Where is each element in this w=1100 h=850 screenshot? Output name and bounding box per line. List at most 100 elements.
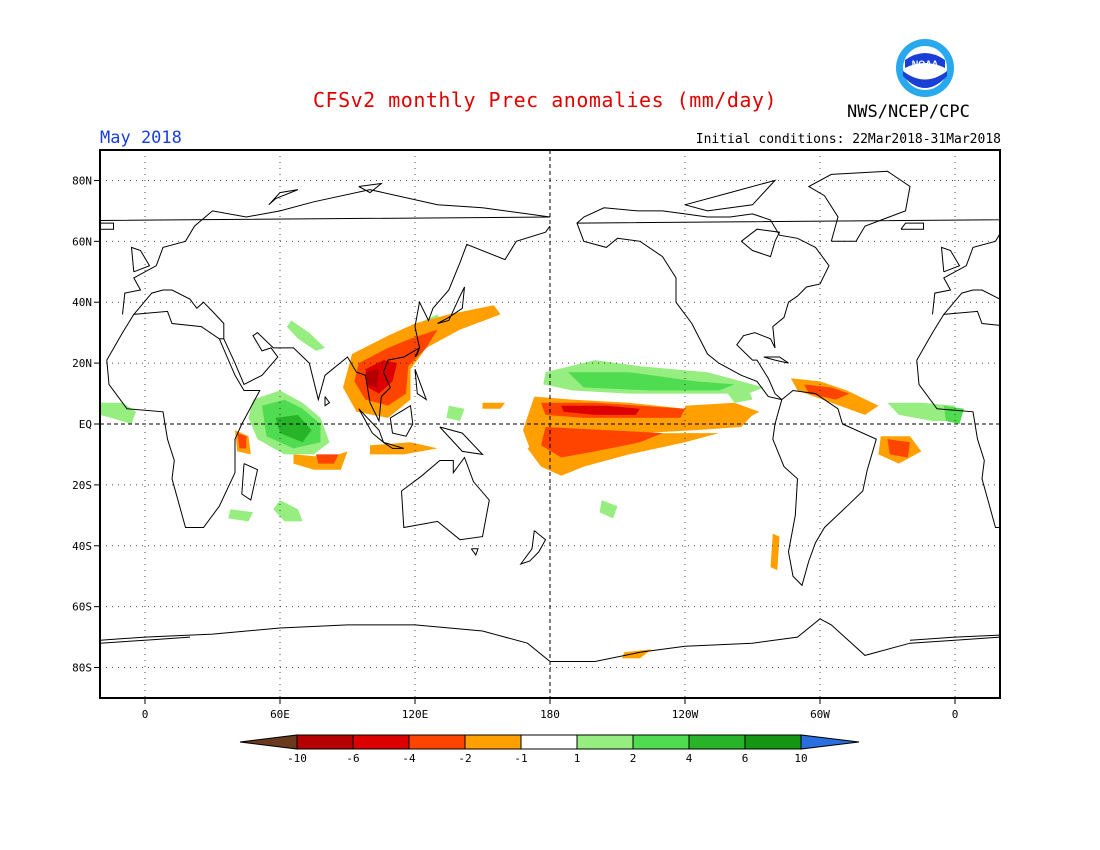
- anomaly-region: [685, 402, 760, 418]
- initial-conditions-label: Initial conditions: 22Mar2018-31Mar2018: [695, 132, 1001, 147]
- legend-label: 4: [686, 752, 693, 765]
- anomaly-region: [561, 405, 640, 415]
- coastline: [519, 530, 547, 565]
- anomaly-region: [622, 649, 652, 659]
- coastline: [684, 179, 777, 212]
- anomaly-region: [237, 433, 247, 449]
- legend-label: -2: [458, 752, 471, 765]
- coastline: [740, 228, 781, 258]
- anomaly-region: [887, 439, 910, 458]
- legend-label: -6: [346, 752, 359, 765]
- anomaly-region: [568, 372, 735, 391]
- anomaly-region: [286, 320, 325, 351]
- legend-label: -4: [402, 752, 416, 765]
- lon-tick-label: 0: [952, 708, 959, 721]
- legend-swatch: [688, 734, 746, 750]
- coastline: [100, 636, 191, 644]
- coastline: [470, 548, 479, 556]
- coastline: [943, 289, 1000, 315]
- coastline: [133, 225, 551, 423]
- lat-tick-label: 20S: [72, 479, 92, 492]
- anomaly-region: [100, 402, 136, 424]
- lat-tick-label: 20N: [72, 357, 92, 370]
- coastline: [241, 463, 259, 501]
- anomaly-region: [275, 414, 312, 443]
- coastline: [324, 396, 331, 407]
- legend-swatch: [296, 734, 354, 750]
- legend-label: 2: [630, 752, 637, 765]
- lat-tick-label: 40N: [72, 296, 92, 309]
- anomaly-region: [725, 387, 753, 403]
- lat-tick-label: EQ: [79, 418, 92, 431]
- coastline: [122, 189, 551, 315]
- coastline: [389, 404, 414, 437]
- coastline: [100, 222, 114, 230]
- coastline: [439, 426, 484, 456]
- coastlines: [100, 170, 1000, 662]
- legend-arrow-right: [800, 734, 860, 750]
- anomaly-region: [482, 402, 505, 409]
- lon-tick-label: 0: [142, 708, 149, 721]
- coastline: [900, 222, 924, 230]
- anomaly-region: [804, 384, 850, 400]
- lat-tick-label: 40S: [72, 540, 92, 553]
- lon-tick-label: 120E: [402, 708, 429, 721]
- legend-swatch: [408, 734, 466, 750]
- anomaly-region: [943, 405, 964, 424]
- coastline: [130, 246, 151, 273]
- longitude-labels: 0 60E 120E 180 120W 60W 0: [142, 698, 959, 721]
- coastline: [358, 182, 384, 194]
- forecast-month-label: May 2018: [100, 128, 182, 148]
- anomaly-region: [770, 533, 780, 571]
- noaa-logo-icon: NOAA: [896, 39, 954, 97]
- legend-label: 1: [574, 752, 581, 765]
- agency-label: NWS/NCEP/CPC: [847, 102, 970, 122]
- legend-label: 6: [742, 752, 749, 765]
- coastline: [268, 189, 299, 206]
- anomaly-region: [887, 402, 955, 421]
- anomaly-region: [365, 369, 379, 388]
- anomaly-region: [228, 509, 253, 522]
- coastline: [100, 618, 1000, 662]
- coastline: [437, 286, 465, 324]
- anomaly-shading: [100, 305, 964, 659]
- map-title: CFSv2 monthly Prec anomalies (mm/day): [312, 88, 778, 112]
- legend-swatch: [744, 734, 802, 750]
- legend-swatch: [464, 734, 522, 750]
- lat-tick-label: 60N: [72, 235, 92, 248]
- anomaly-region: [541, 427, 663, 458]
- legend-swatch: [576, 734, 634, 750]
- coastline: [916, 310, 1000, 528]
- legend-label: 10: [794, 752, 807, 765]
- lon-tick-label: 60W: [810, 708, 830, 721]
- color-legend: -10 -6 -4 -2 -1 1 2 4 6 10: [239, 734, 860, 765]
- svg-text:NOAA: NOAA: [912, 59, 939, 69]
- coastline: [807, 170, 911, 242]
- coastline: [414, 369, 428, 401]
- coastline: [401, 456, 490, 541]
- coastline: [414, 347, 420, 358]
- coastline: [106, 310, 261, 528]
- latitude-labels: 80N 60N 40N 20N EQ 20S 40S 60S 80S: [72, 174, 100, 675]
- lon-tick-label: 180: [540, 708, 560, 721]
- legend-swatch: [520, 734, 578, 750]
- legend-swatch: [352, 734, 410, 750]
- coastline: [909, 634, 1000, 641]
- anomaly-region: [273, 500, 303, 522]
- anomaly-region: [316, 454, 339, 464]
- gridlines: [100, 150, 1000, 698]
- legend-arrow-left: [239, 734, 298, 750]
- lat-tick-label: 80S: [72, 662, 92, 675]
- lat-tick-label: 60S: [72, 601, 92, 614]
- coastline: [940, 246, 961, 273]
- legend-swatch: [632, 734, 690, 750]
- lon-tick-label: 120W: [672, 708, 699, 721]
- anomaly-region: [599, 500, 618, 519]
- coastline: [932, 232, 1000, 315]
- legend-label: -1: [514, 752, 527, 765]
- lat-tick-label: 80N: [72, 174, 92, 187]
- coastline: [383, 441, 404, 449]
- coastline: [772, 389, 877, 587]
- lon-tick-label: 60E: [270, 708, 290, 721]
